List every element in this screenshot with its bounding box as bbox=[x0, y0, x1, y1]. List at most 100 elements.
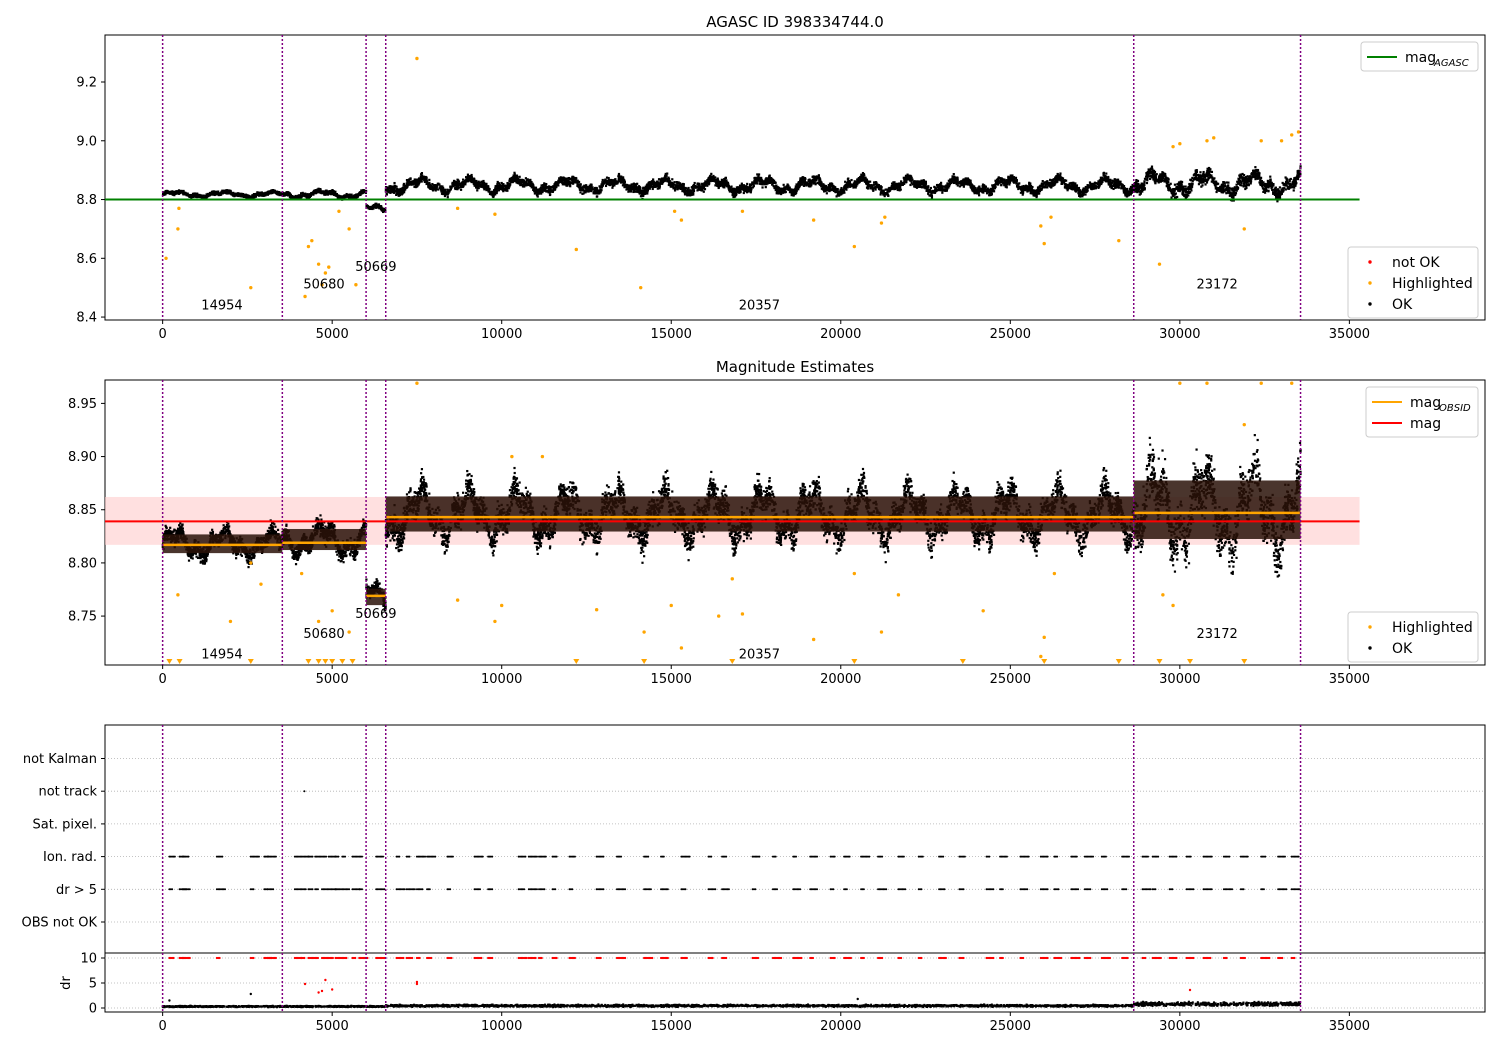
ok-point bbox=[617, 175, 620, 178]
ok-point bbox=[1130, 188, 1133, 191]
ok-point bbox=[312, 190, 316, 193]
ok-point bbox=[169, 192, 172, 195]
ok-point bbox=[1015, 181, 1018, 184]
ok-point bbox=[666, 172, 669, 175]
ok-point bbox=[180, 190, 183, 193]
ok-point bbox=[844, 187, 847, 190]
ok-point bbox=[236, 192, 239, 195]
ok-point bbox=[782, 191, 785, 194]
ok-point bbox=[584, 191, 587, 194]
ok-point bbox=[349, 196, 352, 199]
ok-point bbox=[310, 192, 313, 195]
ok-point bbox=[428, 178, 431, 181]
ok-point bbox=[717, 179, 720, 183]
ok-point bbox=[1031, 185, 1034, 189]
ok-point bbox=[222, 191, 225, 194]
ok-point bbox=[324, 191, 328, 194]
ok-point bbox=[822, 183, 825, 186]
ok-point bbox=[501, 188, 504, 191]
ok-point bbox=[1060, 182, 1063, 185]
ok-point bbox=[1088, 181, 1092, 184]
ok-point bbox=[823, 190, 826, 193]
ok-point bbox=[479, 183, 482, 186]
ok-point bbox=[825, 192, 828, 195]
ok-point bbox=[549, 185, 553, 189]
ok-point bbox=[508, 177, 512, 181]
ok-point bbox=[365, 204, 368, 207]
ok-point bbox=[303, 192, 306, 196]
ok-point bbox=[270, 190, 273, 193]
ok-point bbox=[1056, 172, 1059, 176]
ok-point bbox=[196, 193, 199, 196]
ok-point bbox=[1034, 194, 1037, 197]
ok-point bbox=[437, 188, 440, 191]
ok-point bbox=[518, 175, 521, 178]
ok-point bbox=[207, 194, 211, 197]
agasc-plot-title: AGASC ID 398334744.0 bbox=[706, 13, 884, 31]
ok-point bbox=[170, 190, 173, 193]
ok-point bbox=[498, 182, 501, 185]
ok-point bbox=[752, 185, 755, 188]
ok-point bbox=[910, 181, 913, 184]
ok-point bbox=[524, 177, 528, 180]
ok-point bbox=[958, 185, 961, 188]
ok-point bbox=[300, 192, 303, 195]
ok-point bbox=[802, 184, 806, 187]
ok-point bbox=[926, 187, 929, 190]
ok-point bbox=[593, 190, 596, 194]
y-tick-label: 9.0 bbox=[76, 134, 97, 149]
ok-point bbox=[813, 181, 816, 184]
ok-point bbox=[350, 194, 353, 197]
ok-point bbox=[217, 190, 220, 193]
ok-points-segment bbox=[161, 189, 283, 201]
ok-point bbox=[431, 188, 434, 191]
ok-point bbox=[1021, 191, 1025, 195]
ok-point bbox=[269, 192, 272, 195]
ok-point bbox=[212, 190, 216, 193]
ok-point bbox=[457, 180, 461, 183]
ok-point bbox=[962, 185, 965, 188]
ok-point bbox=[617, 172, 621, 176]
ok-point bbox=[969, 183, 972, 186]
ok-point bbox=[228, 189, 231, 192]
ok-point bbox=[1059, 172, 1062, 175]
ok-point bbox=[307, 193, 310, 196]
ok-point bbox=[172, 191, 175, 194]
ok-point bbox=[171, 190, 174, 193]
ok-point bbox=[446, 188, 449, 191]
ok-point bbox=[794, 191, 798, 195]
ok-point bbox=[1072, 187, 1076, 191]
ok-point bbox=[335, 193, 338, 196]
ok-point bbox=[616, 180, 620, 183]
ok-point bbox=[1066, 189, 1069, 192]
x-tick-label: 35000 bbox=[1329, 327, 1370, 342]
ok-point bbox=[809, 179, 812, 182]
ok-point bbox=[534, 190, 537, 193]
ok-point bbox=[862, 173, 866, 176]
ok-point bbox=[354, 196, 358, 199]
ok-point bbox=[405, 186, 408, 189]
ok-point bbox=[535, 188, 538, 191]
ok-point bbox=[1122, 191, 1126, 194]
ok-point bbox=[267, 192, 270, 195]
ok-points-segment bbox=[281, 187, 368, 201]
ok-point bbox=[464, 176, 468, 179]
ok-point bbox=[527, 179, 530, 182]
ok-point bbox=[381, 207, 384, 210]
ok-point bbox=[244, 195, 247, 198]
ok-point bbox=[828, 189, 831, 193]
ok-point bbox=[213, 191, 216, 194]
ok-point bbox=[377, 203, 381, 206]
ok-point bbox=[301, 194, 304, 197]
ok-point bbox=[506, 181, 509, 185]
ok-point bbox=[582, 189, 585, 192]
ok-point bbox=[337, 194, 340, 197]
ok-point bbox=[260, 192, 263, 196]
ok-point bbox=[900, 180, 903, 183]
ok-point bbox=[552, 187, 556, 190]
ok-point bbox=[843, 191, 846, 194]
ok-point bbox=[743, 189, 746, 193]
ok-point bbox=[308, 193, 311, 196]
ok-point bbox=[738, 184, 742, 187]
ok-point bbox=[171, 191, 174, 195]
